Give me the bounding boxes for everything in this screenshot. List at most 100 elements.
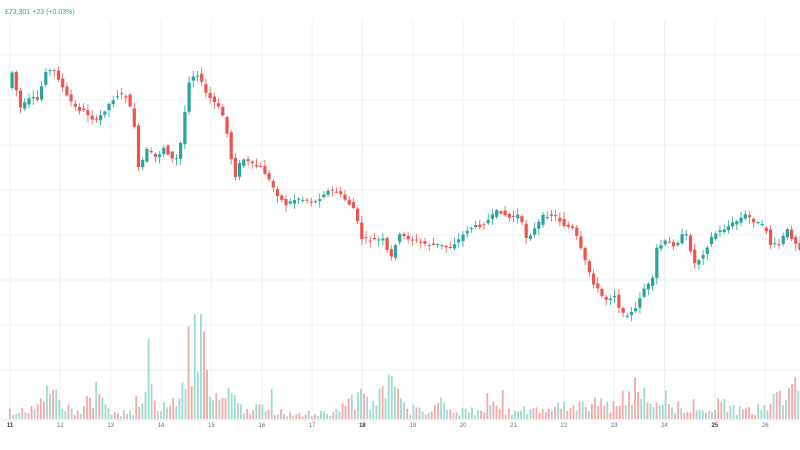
volume-bar [643, 387, 646, 419]
volume-bar [172, 398, 175, 419]
candle-body [659, 245, 663, 249]
volume-bar [43, 401, 45, 419]
volume-bar [683, 413, 686, 419]
candle-body [389, 249, 393, 257]
volume-bar [498, 408, 501, 419]
candle-body [149, 151, 153, 153]
candle-body [238, 163, 242, 177]
candle-body [326, 190, 330, 195]
candle-body [768, 229, 773, 245]
volume-bar [366, 396, 369, 419]
candle-body [56, 70, 61, 80]
volume-bar [458, 415, 461, 419]
volume-bar [384, 398, 387, 419]
candle-body [524, 224, 528, 238]
volume-bar [132, 415, 135, 419]
candle-body [259, 165, 263, 167]
volume-bar [304, 414, 307, 419]
volume-bar [138, 407, 141, 419]
volume-bar [680, 408, 683, 419]
volume-bar [338, 411, 341, 419]
volume-bar [778, 390, 781, 419]
volume-bar [390, 375, 393, 419]
candle-body [406, 236, 410, 240]
volume-bar [603, 405, 606, 419]
volume-bar [541, 409, 544, 419]
volume-bar [495, 405, 498, 419]
candle-body [77, 107, 82, 111]
candle-body [541, 214, 545, 225]
volume-bar [73, 414, 76, 419]
volume-bar [668, 404, 670, 419]
volume-bar [797, 390, 800, 419]
volume-bar [141, 403, 144, 419]
x-tick-label: 11 [7, 423, 14, 429]
volume-bar [754, 415, 756, 419]
candle-body [179, 143, 183, 159]
volume-bar [615, 405, 618, 419]
candle-body [596, 283, 600, 289]
x-tick-label: 22 [561, 423, 568, 429]
volume-bar [600, 398, 603, 419]
candle-body [798, 242, 800, 250]
candle-body [271, 181, 275, 188]
candle-body [322, 194, 326, 198]
candle-body [705, 247, 709, 254]
candle-body [608, 298, 612, 301]
candle-body [233, 157, 237, 178]
candle-body [398, 234, 402, 242]
candle-body [48, 70, 52, 72]
candle-body [313, 201, 318, 203]
candle-body [773, 243, 777, 245]
candle-body [587, 261, 591, 273]
volume-bar [686, 412, 689, 419]
volume-bar [698, 409, 701, 419]
candle-body [545, 216, 549, 218]
candle-body [680, 234, 684, 244]
volume-bar [588, 411, 590, 419]
candle-body [187, 82, 191, 112]
volume-bar [609, 412, 612, 419]
candle-body [415, 239, 419, 241]
candle-body [617, 294, 621, 308]
volume-bar [76, 410, 79, 419]
candle-body [726, 226, 730, 231]
volume-bar [409, 414, 412, 419]
candle-body [651, 277, 655, 286]
volume-bar [58, 400, 61, 419]
candle-body [718, 230, 722, 232]
candle-body [495, 210, 499, 217]
volume-bar [708, 411, 710, 419]
volume-bar [791, 384, 793, 419]
volume-bar [467, 412, 470, 419]
volume-bar [418, 407, 421, 419]
volume-bar [763, 405, 766, 419]
candle-body [334, 191, 339, 193]
candle-body [195, 75, 200, 77]
volume-bar [101, 397, 104, 419]
volume-bar [301, 416, 304, 419]
volume-bar [310, 416, 313, 419]
volume-bar [735, 414, 738, 419]
volume-bar [461, 408, 464, 419]
volume-bar [252, 410, 255, 419]
candle-body [120, 93, 124, 95]
volume-bar [664, 390, 667, 419]
volume-bar [671, 407, 673, 419]
candle-body [292, 200, 296, 204]
volume-bar [788, 388, 790, 419]
candle-body [103, 111, 107, 115]
volume-bar [307, 410, 310, 419]
volume-bar [397, 388, 399, 419]
volume-bar [566, 410, 569, 419]
candle-body [427, 245, 431, 247]
volume-bar [369, 409, 372, 419]
volume-bar [511, 414, 513, 419]
volume-bar [551, 410, 553, 419]
volume-bar [547, 408, 550, 419]
candle-body [40, 86, 44, 100]
volume-bar [153, 400, 156, 419]
candle-body [638, 298, 642, 308]
